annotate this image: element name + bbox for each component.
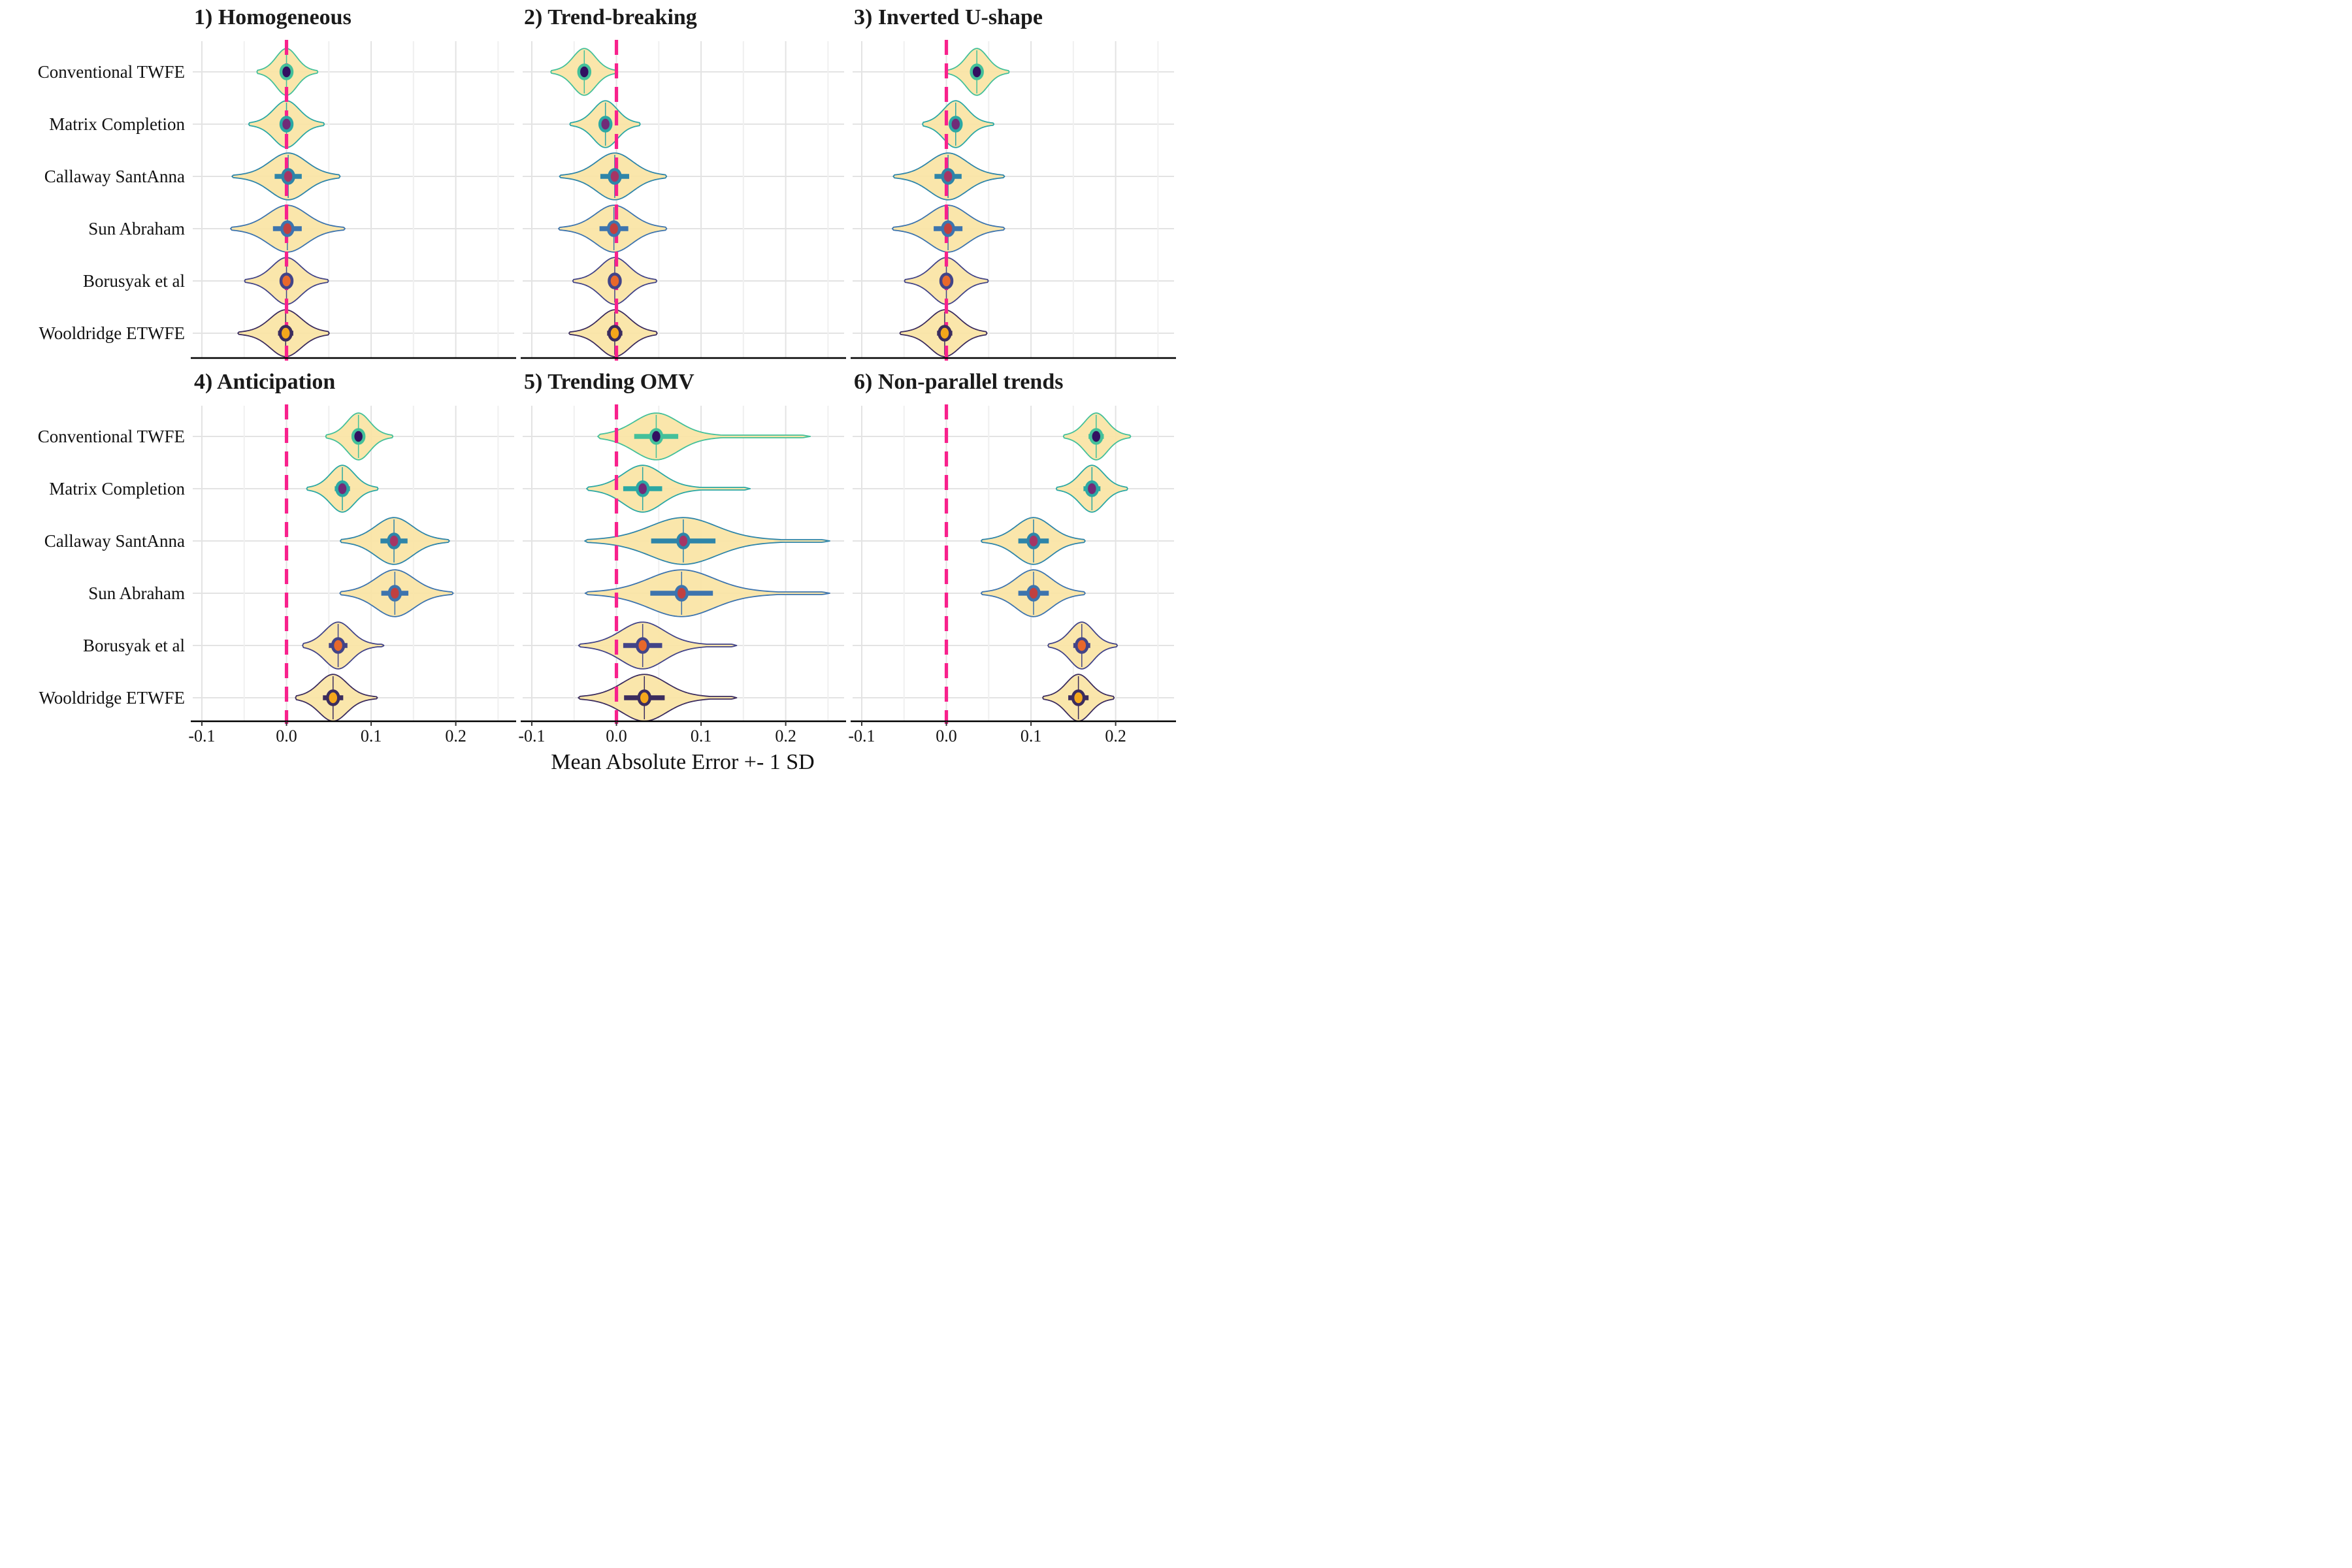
mean-point [331,637,346,654]
violin [586,465,751,513]
x-tick-label: 0.0 [276,727,297,745]
y-axis-label: Wooldridge ETWFE [39,323,185,343]
mean-point [387,532,401,549]
mean-point [949,116,963,133]
violin-facet-figure: 1) Homogeneous 2) Trend-breaking 3) Invert… [0,0,1176,784]
mean-point [674,585,689,602]
mean-point [281,168,295,185]
y-axis-label: Borusyak et al [83,636,185,655]
mean-point [279,63,294,80]
x-tick-label: 0.0 [936,727,957,745]
y-axis-label: Borusyak et al [83,271,185,291]
panel-title: 1) Homogeneous [194,5,351,29]
x-tick-label: -0.1 [848,727,875,745]
panel-title: 3) Inverted U-shape [854,5,1043,29]
mean-point [1075,637,1089,654]
violin [597,412,811,461]
x-tick-label: 0.0 [606,727,627,745]
y-axis-label: Matrix Completion [49,479,185,498]
mean-point [278,325,293,342]
mean-point [279,272,294,289]
violin-chart-canvas [191,40,1176,726]
x-tick-label: 0.2 [445,727,466,745]
mean-point [939,272,954,289]
y-axis-label: Conventional TWFE [37,427,185,446]
x-tick-label: 0.2 [775,727,796,745]
mean-point [387,585,402,602]
mean-point [649,428,664,445]
mean-point [279,116,294,133]
x-tick-label: 0.1 [360,727,382,745]
y-axis-label: Conventional TWFE [37,62,185,82]
x-tick-label: 0.1 [1020,727,1042,745]
y-axis-label: Callaway SantAnna [44,531,185,551]
mean-point [1085,480,1100,497]
mean-point [608,272,622,289]
x-tick-label: 0.1 [690,727,712,745]
mean-point [635,637,650,654]
panel-title: 5) Trending OMV [524,370,694,394]
panel-title: 6) Non-parallel trends [854,370,1064,394]
mean-point [577,63,592,80]
mean-point [280,220,295,237]
y-axis-label: Sun Abraham [88,219,185,238]
panel-title: 4) Anticipation [194,370,336,394]
x-axis-caption: Mean Absolute Error +- 1 SD [551,750,815,774]
mean-point [941,220,955,237]
y-axis-label: Callaway SantAnna [44,167,185,186]
mean-point [608,325,622,342]
mean-point [1071,689,1086,706]
x-tick-label: -0.1 [518,727,546,745]
x-tick-label: -0.1 [188,727,216,745]
mean-point [970,63,984,80]
y-axis-label: Sun Abraham [88,583,185,603]
mean-point [598,116,613,133]
mean-point [637,689,652,706]
mean-point [941,168,955,185]
mean-point [1026,585,1041,602]
mean-point [351,428,366,445]
mean-point [608,168,622,185]
mean-point [635,480,650,497]
y-axis-label: Wooldridge ETWFE [39,688,185,708]
mean-point [1089,428,1103,445]
mean-point [676,532,691,549]
x-tick-label: 0.2 [1105,727,1126,745]
mean-point [938,325,952,342]
panel-title: 2) Trend-breaking [524,5,697,29]
mean-point [606,220,621,237]
mean-point [1026,532,1041,549]
mean-point [335,480,350,497]
mean-point [326,689,340,706]
y-axis-label: Matrix Completion [49,114,185,134]
